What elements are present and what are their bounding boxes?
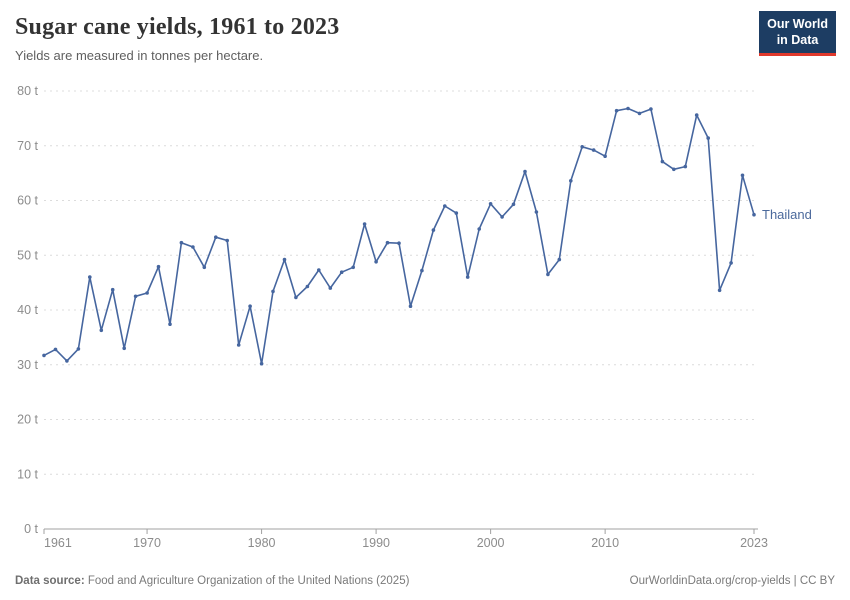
data-point xyxy=(511,202,516,207)
data-point xyxy=(328,286,333,290)
x-tick-label: 1990 xyxy=(362,536,390,550)
data-point xyxy=(282,257,287,262)
data-point xyxy=(317,268,321,272)
page-title: Sugar cane yields, 1961 to 2023 xyxy=(15,14,340,40)
x-tick-label: 1961 xyxy=(44,536,72,550)
data-point xyxy=(53,347,58,352)
y-tick-label: 30 t xyxy=(17,358,38,372)
data-point xyxy=(65,359,69,363)
license-link[interactable]: OurWorldinData.org/crop-yields | CC BY xyxy=(629,575,835,587)
data-point xyxy=(294,295,298,300)
data-point xyxy=(717,288,722,293)
x-tick-label: 2000 xyxy=(477,536,505,550)
data-point xyxy=(477,227,482,231)
data-point xyxy=(729,261,733,265)
data-point xyxy=(110,287,115,292)
data-point xyxy=(443,204,447,208)
data-point xyxy=(168,322,172,327)
data-point xyxy=(740,173,745,178)
data-point xyxy=(397,241,401,245)
y-tick-label: 80 t xyxy=(17,84,38,98)
data-point xyxy=(557,257,562,262)
data-point xyxy=(99,328,104,333)
data-point xyxy=(752,212,756,217)
data-point xyxy=(88,275,92,279)
data-point xyxy=(351,265,356,270)
data-point xyxy=(649,107,653,111)
y-tick-label: 20 t xyxy=(17,413,38,427)
data-point xyxy=(523,169,527,174)
data-point xyxy=(133,294,138,299)
data-point xyxy=(591,148,596,152)
x-tick-label: 2023 xyxy=(740,536,768,550)
data-point xyxy=(236,343,241,347)
data-point xyxy=(454,211,459,215)
data-point xyxy=(637,111,642,116)
owid-logo[interactable]: Our World in Data xyxy=(759,11,836,56)
data-point xyxy=(156,264,161,269)
data-point xyxy=(420,268,424,273)
entity-label-thailand[interactable]: Thailand xyxy=(762,206,812,222)
data-point xyxy=(122,346,126,351)
data-point xyxy=(145,291,149,295)
data-point xyxy=(271,289,275,294)
chart-subtitle: Yields are measured in tonnes per hectar… xyxy=(15,48,264,63)
x-tick-label: 1970 xyxy=(133,536,161,550)
data-point xyxy=(465,275,470,279)
data-point xyxy=(408,304,413,309)
data-point xyxy=(431,228,436,232)
plot-area[interactable]: 0 t 10 t 20 t 30 t 40 t 50 t 60 t 70 t 80 t 1961 1… xyxy=(0,0,850,560)
data-point xyxy=(385,240,390,245)
x-tick-label: 1980 xyxy=(248,536,276,550)
data-point xyxy=(488,202,493,206)
data-point xyxy=(374,260,378,264)
data-point xyxy=(225,238,229,243)
data-point xyxy=(500,215,504,219)
data-point xyxy=(534,210,539,214)
y-tick-label: 40 t xyxy=(17,303,38,317)
thailand-line-series[interactable] xyxy=(43,107,755,365)
data-point xyxy=(179,240,184,245)
data-point xyxy=(603,154,607,158)
data-point xyxy=(214,235,218,239)
data-point xyxy=(694,113,699,117)
y-tick-label: 60 t xyxy=(17,194,38,208)
owid-logo-line1: Our World xyxy=(767,17,828,31)
data-point xyxy=(546,272,550,277)
data-point xyxy=(42,353,46,358)
data-point xyxy=(626,106,630,111)
y-tick-label: 0 t xyxy=(24,522,38,536)
data-point xyxy=(339,270,344,275)
data-point xyxy=(683,164,688,169)
data-source-text: Food and Agriculture Organization of the… xyxy=(84,575,410,587)
data-point xyxy=(248,304,252,309)
data-point xyxy=(569,179,573,183)
data-point xyxy=(706,136,710,140)
owid-logo-line2: in Data xyxy=(776,33,819,47)
y-tick-label: 50 t xyxy=(17,248,38,262)
data-point xyxy=(305,284,310,289)
data-point xyxy=(202,265,207,270)
data-point xyxy=(362,222,367,226)
x-tick-label: 2010 xyxy=(591,536,619,550)
data-point xyxy=(614,108,619,113)
data-point xyxy=(672,167,676,172)
data-point xyxy=(259,361,264,366)
data-source: Data source: Food and Agriculture Organi… xyxy=(15,575,409,587)
data-point xyxy=(580,145,584,149)
data-point xyxy=(660,159,665,164)
y-tick-label: 10 t xyxy=(17,467,38,481)
data-point xyxy=(76,347,81,351)
page-footer: Data source: Food and Agriculture Organi… xyxy=(15,575,835,587)
data-point xyxy=(191,245,195,249)
data-source-label: Data source: xyxy=(15,575,85,587)
y-tick-label: 70 t xyxy=(17,139,38,153)
